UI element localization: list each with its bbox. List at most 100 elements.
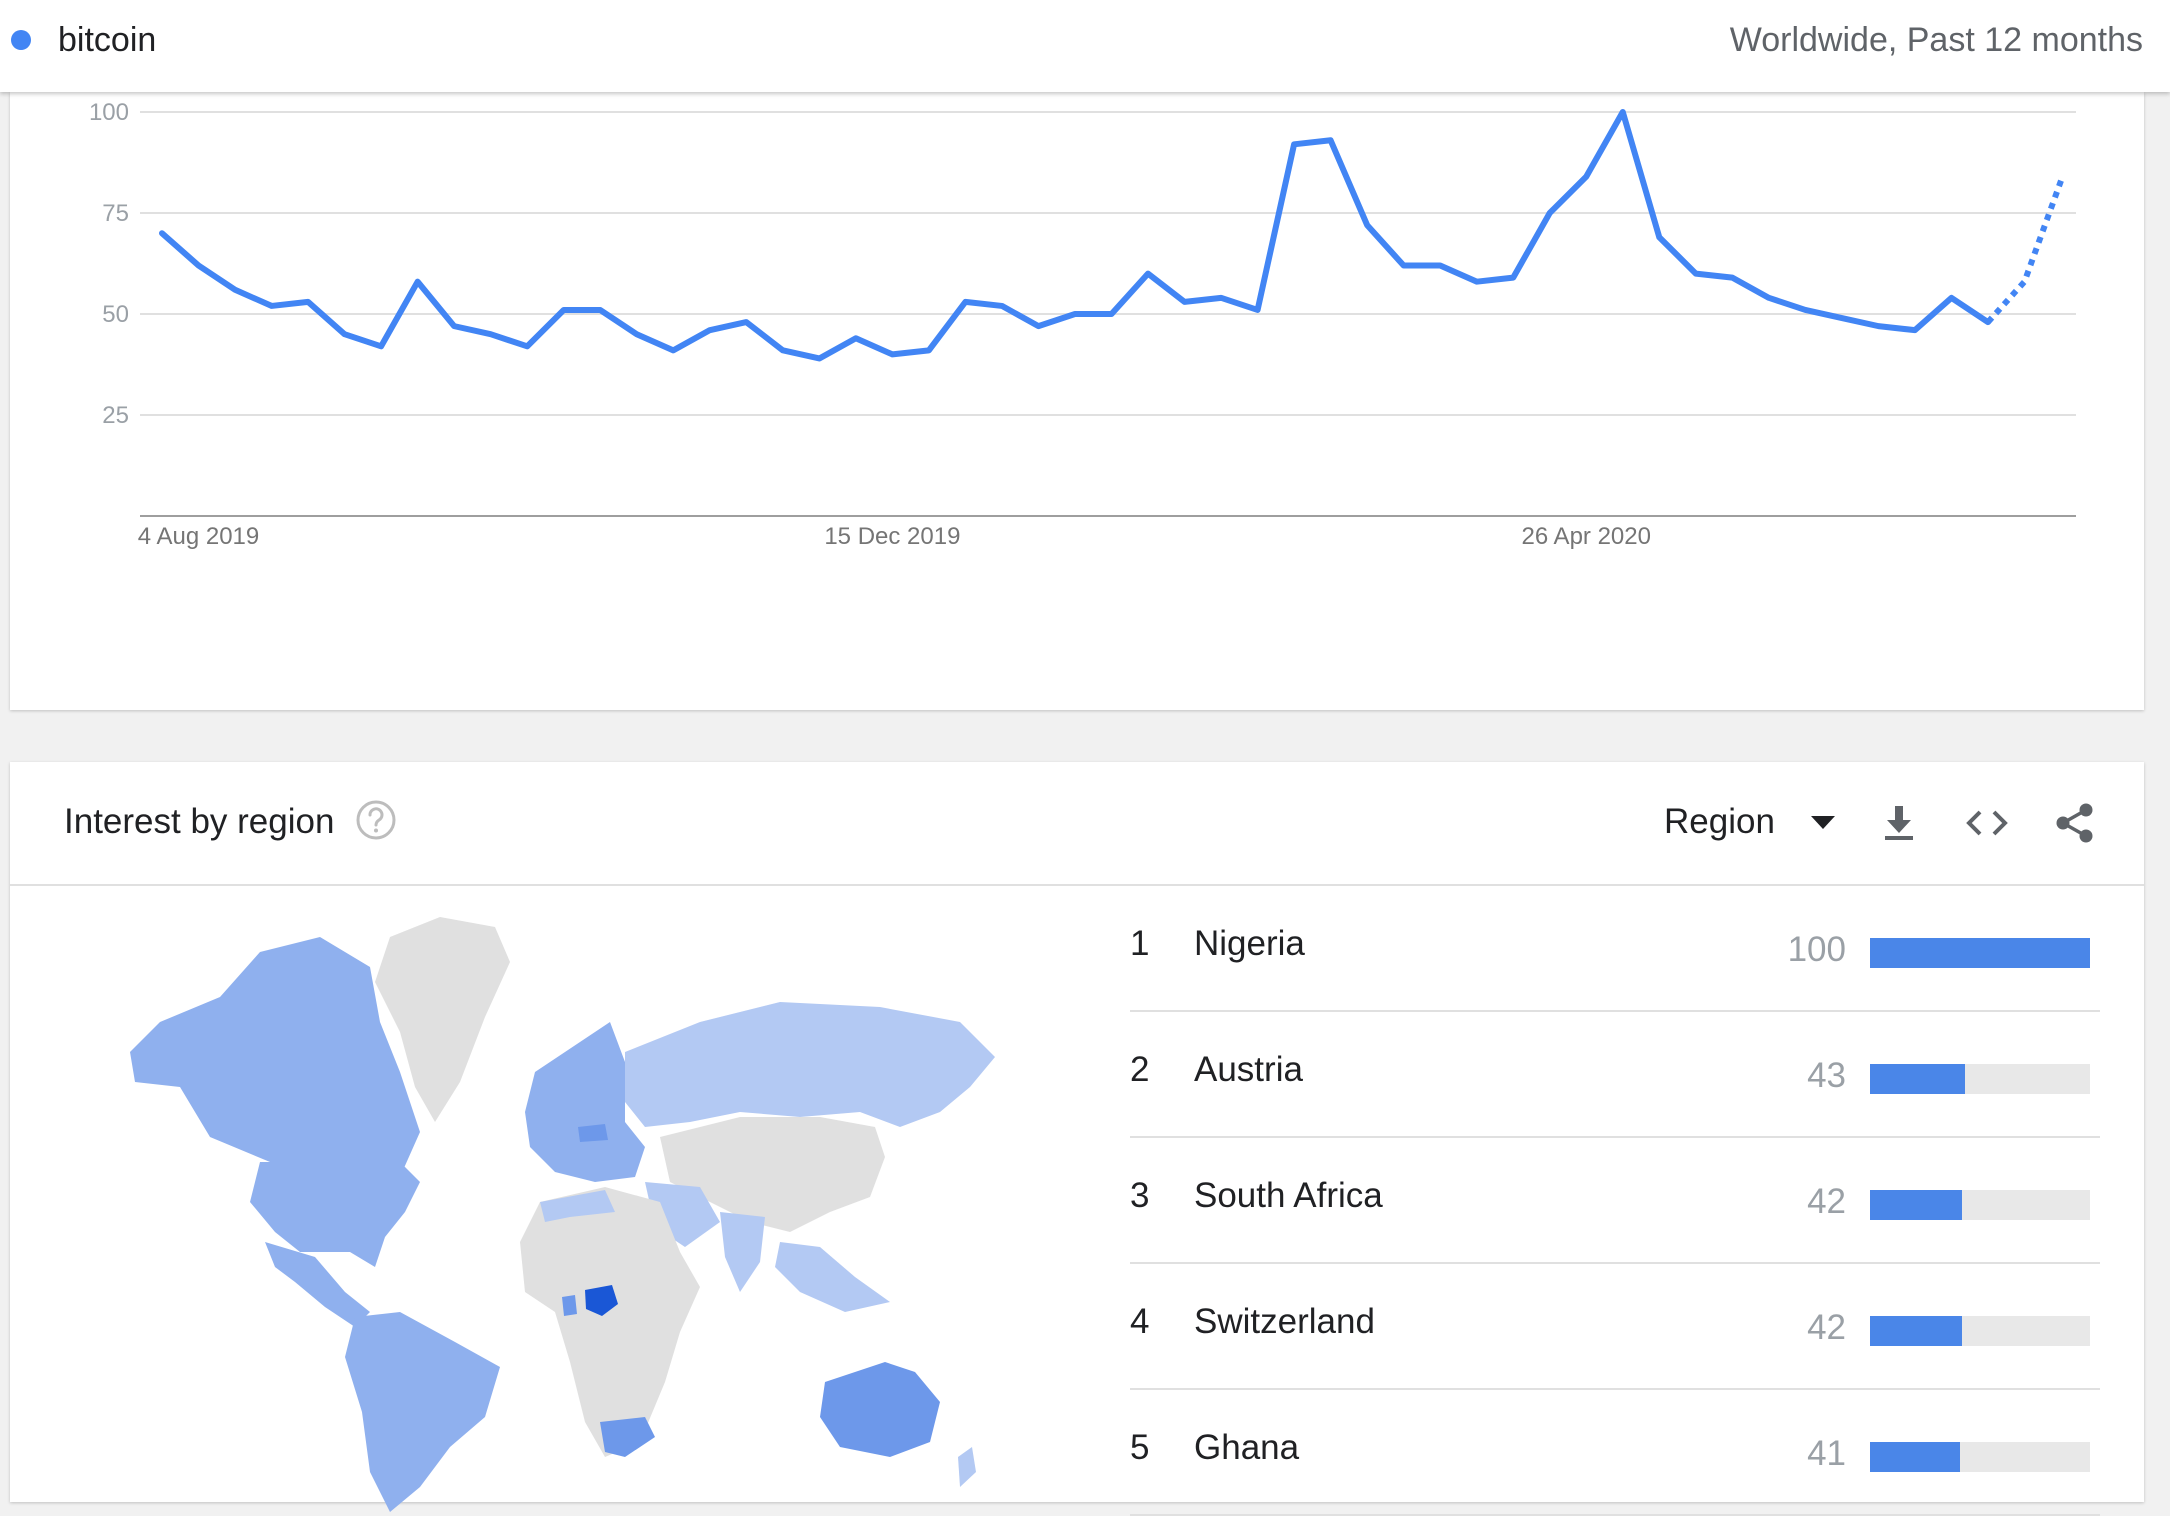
data-point[interactable] [1182, 299, 1188, 305]
data-point[interactable] [488, 331, 494, 337]
data-point[interactable] [707, 327, 713, 333]
data-point[interactable] [999, 303, 1005, 309]
interest-bar-fill [1870, 1064, 1965, 1094]
map-region-africa [520, 1187, 700, 1457]
data-point[interactable] [1656, 234, 1662, 240]
rank-number: 1 [1130, 924, 1150, 963]
data-point[interactable] [269, 303, 275, 309]
region-ranking-list: 1 Nigeria 100 2 Austria 43 3 South Afric… [1130, 886, 2100, 1516]
help-circle-icon[interactable] [356, 800, 396, 840]
series-color-dot [11, 30, 31, 50]
data-point[interactable] [196, 263, 202, 269]
data-point[interactable] [342, 331, 348, 337]
map-region-russia [625, 1002, 995, 1127]
map-region-europe [525, 1022, 645, 1182]
data-point[interactable] [926, 347, 932, 353]
section-title: Interest by region [64, 802, 335, 841]
data-point[interactable] [415, 279, 421, 285]
data-point[interactable] [1620, 109, 1626, 115]
interest-bar-fill [1870, 1316, 1963, 1346]
data-point[interactable] [1985, 319, 1991, 325]
data-point[interactable] [1693, 271, 1699, 277]
data-point[interactable] [780, 347, 786, 353]
data-point[interactable] [1072, 311, 1078, 317]
region-row[interactable]: 5 Ghana 41 [1130, 1390, 2100, 1516]
data-point[interactable] [1109, 311, 1115, 317]
data-point[interactable] [962, 299, 968, 305]
data-point[interactable] [2058, 178, 2064, 184]
download-icon[interactable] [1876, 800, 1922, 846]
data-point[interactable] [232, 287, 238, 293]
data-point[interactable] [305, 299, 311, 305]
data-point[interactable] [743, 319, 749, 325]
data-point[interactable] [1364, 222, 1370, 228]
embed-code-icon[interactable] [1964, 800, 2010, 846]
interest-bar [1870, 1316, 2090, 1346]
region-dropdown[interactable]: Region [1664, 798, 1835, 846]
data-point[interactable] [1328, 137, 1334, 143]
map-region-austria [578, 1124, 608, 1142]
data-point[interactable] [1839, 315, 1845, 321]
share-icon[interactable] [2052, 800, 2098, 846]
data-point[interactable] [597, 307, 603, 313]
data-point[interactable] [378, 343, 384, 349]
region-name[interactable]: Austria [1194, 1050, 1303, 1089]
interest-value: 42 [1807, 1182, 1846, 1221]
data-point[interactable] [1401, 263, 1407, 269]
data-point[interactable] [451, 323, 457, 329]
data-point[interactable] [1729, 275, 1735, 281]
data-point[interactable] [561, 307, 567, 313]
search-term-label[interactable]: bitcoin [58, 21, 157, 59]
world-map[interactable] [100, 912, 1000, 1512]
section-divider [10, 884, 2144, 886]
data-point[interactable] [1583, 174, 1589, 180]
data-point[interactable] [159, 230, 165, 236]
map-region-south-africa [600, 1417, 655, 1457]
data-point[interactable] [524, 343, 530, 349]
data-point[interactable] [1875, 323, 1881, 329]
y-tick-label: 25 [102, 402, 129, 429]
region-name[interactable]: South Africa [1194, 1176, 1383, 1215]
data-point[interactable] [1291, 141, 1297, 147]
region-name[interactable]: Nigeria [1194, 924, 1305, 963]
data-point[interactable] [670, 347, 676, 353]
region-name[interactable]: Ghana [1194, 1428, 1300, 1467]
region-row[interactable]: 4 Switzerland 42 [1130, 1264, 2100, 1390]
map-region-greenland [375, 917, 510, 1122]
rank-number: 4 [1130, 1302, 1150, 1341]
interest-over-time-chart[interactable]: 25 50 75 100 4 Aug 2019 15 Dec 2019 26 Apr 202… [10, 92, 2144, 710]
map-region-south-america [345, 1312, 500, 1512]
data-point[interactable] [634, 331, 640, 337]
data-point[interactable] [1145, 271, 1151, 277]
region-name[interactable]: Switzerland [1194, 1302, 1375, 1341]
region-row[interactable]: 2 Austria 43 [1130, 1012, 2100, 1138]
rank-number: 5 [1130, 1428, 1150, 1467]
data-point[interactable] [1437, 263, 1443, 269]
data-point[interactable] [816, 355, 822, 361]
map-region-north-africa [540, 1190, 615, 1222]
data-point[interactable] [1802, 307, 1808, 313]
data-point[interactable] [1255, 307, 1261, 313]
data-point[interactable] [1218, 295, 1224, 301]
data-point[interactable] [853, 335, 859, 341]
map-region-asia [660, 1117, 885, 1232]
interest-value: 43 [1807, 1056, 1846, 1095]
interest-value: 42 [1807, 1308, 1846, 1347]
data-point[interactable] [1547, 210, 1553, 216]
data-point[interactable] [1510, 275, 1516, 281]
region-row[interactable]: 3 South Africa 42 [1130, 1138, 2100, 1264]
data-point[interactable] [1766, 295, 1772, 301]
region-dropdown-label: Region [1664, 802, 1775, 841]
data-point[interactable] [889, 351, 895, 357]
data-point[interactable] [2021, 279, 2027, 285]
interest-bar [1870, 1442, 2090, 1472]
data-point[interactable] [1948, 295, 1954, 301]
interest-over-time-card: 25 50 75 100 4 Aug 2019 15 Dec 2019 26 Apr 202… [10, 92, 2144, 710]
rank-number: 2 [1130, 1050, 1150, 1089]
map-region-usa [250, 1162, 420, 1267]
data-point[interactable] [1912, 327, 1918, 333]
map-region-australia [820, 1362, 940, 1457]
data-point[interactable] [1035, 323, 1041, 329]
data-point[interactable] [1474, 279, 1480, 285]
region-row[interactable]: 1 Nigeria 100 [1130, 886, 2100, 1012]
